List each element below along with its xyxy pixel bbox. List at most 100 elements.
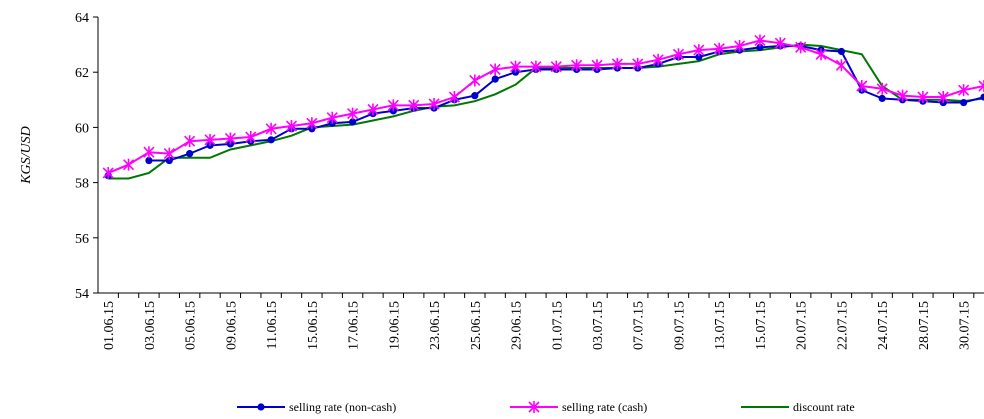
legend: selling rate (non-cash) selling rate (cas…: [237, 400, 855, 414]
data-point: [186, 150, 194, 158]
data-point: [491, 75, 499, 83]
data-point: [756, 43, 764, 51]
x-ticks: 01.06.15 03.06.15 05.06.15 09.06.15 11.06.15…: [102, 293, 975, 350]
x-tick-label: 15.06.15: [306, 301, 321, 350]
data-point: [530, 60, 542, 73]
data-point: [448, 91, 461, 104]
data-point: [876, 82, 888, 95]
data-point: [267, 136, 275, 144]
data-point: [652, 53, 664, 66]
series-layer: [102, 34, 984, 180]
y-tick-label: 64: [75, 11, 89, 26]
x-tick-label: 22.07.15: [835, 301, 850, 350]
data-point: [326, 111, 338, 124]
data-point: [471, 92, 479, 100]
data-point: [285, 120, 298, 133]
data-point: [184, 135, 196, 148]
data-point: [550, 60, 562, 73]
data-point: [795, 41, 807, 54]
x-tick-label: 29.06.15: [510, 301, 525, 350]
data-point: [102, 166, 114, 179]
data-point: [408, 99, 420, 112]
data-point: [469, 74, 481, 87]
x-tick-label: 20.07.15: [795, 301, 810, 350]
legend-marker: [257, 403, 265, 411]
x-tick-label: 13.07.15: [713, 301, 728, 350]
x-tick-label: 09.06.15: [224, 301, 239, 350]
data-point: [145, 156, 153, 165]
data-point: [428, 97, 440, 110]
data-point: [693, 44, 705, 57]
data-point: [815, 48, 827, 61]
data-point: [571, 59, 583, 72]
y-axis-title: KGS/USD: [19, 126, 34, 185]
data-point: [774, 37, 786, 50]
x-tick-label: 03.06.15: [143, 301, 158, 350]
data-point: [896, 89, 909, 102]
x-tick-label: 25.06.15: [469, 301, 484, 350]
x-tick-label: 24.07.15: [876, 301, 891, 350]
x-axis: 01.06.15 03.06.15 05.06.15 09.06.15 11.06.15…: [98, 292, 984, 350]
data-point: [937, 91, 949, 104]
data-point: [489, 63, 501, 76]
x-tick-label: 30.07.15: [958, 301, 973, 350]
legend-item: selling rate (non-cash): [237, 400, 396, 414]
x-tick-label: 03.07.15: [591, 301, 606, 350]
data-point: [245, 131, 257, 144]
data-point: [917, 91, 929, 104]
data-point: [837, 47, 846, 56]
data-point: [367, 103, 379, 116]
y-tick-label: 56: [75, 232, 89, 247]
data-point: [265, 122, 277, 135]
x-tick-label: 19.06.15: [387, 301, 402, 350]
y-tick-label: 62: [75, 66, 89, 81]
y-tick-label: 60: [75, 121, 89, 136]
data-point: [980, 93, 984, 101]
data-point: [224, 132, 236, 145]
x-tick-label: 09.07.15: [672, 301, 687, 350]
data-point: [143, 146, 155, 159]
data-point: [878, 94, 886, 103]
data-point: [165, 156, 173, 165]
x-tick-label: 23.06.15: [428, 301, 443, 350]
data-point: [713, 42, 725, 55]
data-point: [958, 84, 970, 97]
series-line: [107, 39, 984, 174]
series-1: [102, 34, 984, 179]
legend-label: discount rate: [793, 400, 855, 414]
y-tick-label: 58: [75, 177, 89, 192]
legend-label: selling rate (non-cash): [289, 400, 396, 414]
data-point: [306, 117, 318, 130]
data-point: [754, 34, 766, 47]
legend-item: discount rate: [741, 400, 855, 414]
data-point: [387, 99, 399, 112]
legend-label: selling rate (cash): [562, 400, 647, 414]
x-tick-label: 01.07.15: [550, 301, 565, 350]
y-axis: 54 56 58 60 62 64 KGS/USD: [19, 11, 99, 302]
data-point: [835, 59, 847, 72]
series-2: [108, 43, 984, 180]
data-point: [695, 53, 703, 61]
data-point: [348, 118, 357, 126]
data-point: [960, 98, 968, 107]
data-point: [122, 158, 135, 171]
data-point: [163, 147, 175, 160]
x-tick-label: 17.06.15: [347, 301, 362, 350]
y-tick-label: 54: [75, 287, 89, 302]
series-line: [148, 44, 984, 162]
data-point: [204, 133, 216, 146]
x-tick-label: 05.06.15: [184, 301, 199, 350]
data-point: [632, 57, 644, 70]
series-0: [104, 42, 984, 180]
legend-item: selling rate (cash): [510, 400, 647, 414]
data-point: [509, 60, 522, 73]
x-tick-label: 28.07.15: [917, 301, 932, 350]
x-tick-label: 01.06.15: [102, 301, 117, 350]
series-line: [108, 43, 984, 180]
data-point: [672, 48, 685, 61]
data-point: [347, 107, 359, 120]
y-ticks: 54 56 58 60 62 64: [75, 11, 98, 302]
x-tick-label: 15.07.15: [754, 301, 769, 350]
data-point: [734, 39, 746, 52]
